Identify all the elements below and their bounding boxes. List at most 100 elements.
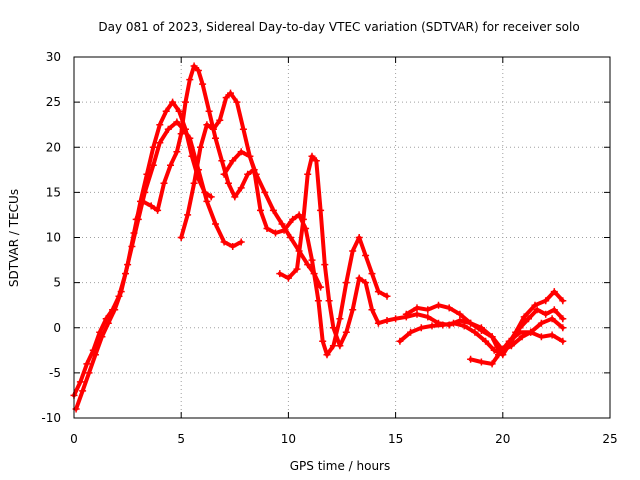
data-point-marker xyxy=(374,288,382,296)
data-point-marker xyxy=(239,125,247,133)
data-point-marker xyxy=(383,292,391,300)
data-point-marker xyxy=(537,333,545,341)
data-point-marker xyxy=(559,297,567,305)
data-point-marker xyxy=(229,157,237,165)
data-point-marker xyxy=(194,67,202,74)
data-point-marker xyxy=(482,337,490,345)
data-point-marker xyxy=(374,319,382,327)
data-point-marker xyxy=(537,319,545,327)
data-point-marker xyxy=(299,215,307,223)
data-point-marker xyxy=(467,319,475,327)
axis-ticks xyxy=(73,56,611,419)
data-point-marker xyxy=(220,170,228,178)
data-point-marker xyxy=(355,234,363,241)
series-arc-9 xyxy=(467,328,567,368)
series-line xyxy=(72,120,244,398)
data-point-marker xyxy=(323,351,331,359)
data-point-marker xyxy=(319,337,327,345)
data-point-marker xyxy=(212,220,219,228)
data-point-marker xyxy=(550,288,558,296)
data-point-marker xyxy=(550,306,558,314)
data-point-marker xyxy=(173,148,181,156)
data-point-marker xyxy=(471,328,479,336)
y-tick-labels: -10 -5 0 5 10 15 20 25 30 xyxy=(41,50,61,425)
series-arc-4 xyxy=(177,89,325,291)
data-point-marker xyxy=(79,387,87,395)
data-point-marker xyxy=(143,170,151,178)
y-tick-label: 0 xyxy=(53,321,61,335)
x-tick-label: 5 xyxy=(177,432,185,446)
data-point-marker xyxy=(269,206,277,214)
data-point-marker xyxy=(124,261,132,269)
data-point-marker xyxy=(531,301,539,309)
data-point-marker xyxy=(246,152,254,160)
x-tick-label: 15 xyxy=(388,432,403,446)
data-point-marker xyxy=(428,322,436,330)
x-tick-label: 20 xyxy=(495,432,510,446)
data-point-marker xyxy=(548,331,556,339)
data-point-marker xyxy=(85,369,93,377)
data-point-marker xyxy=(527,328,535,336)
data-point-marker xyxy=(435,301,442,309)
data-point-marker xyxy=(413,310,421,318)
data-point-marker xyxy=(173,118,181,126)
data-point-marker xyxy=(304,261,312,269)
data-point-marker xyxy=(177,234,185,241)
data-point-marker xyxy=(304,170,312,178)
data-point-marker xyxy=(162,107,170,115)
data-point-marker xyxy=(190,179,198,187)
data-point-marker xyxy=(167,161,174,169)
data-point-marker xyxy=(199,80,207,88)
data-point-marker xyxy=(336,315,344,323)
series-line xyxy=(468,330,565,366)
y-tick-label: 15 xyxy=(46,185,61,199)
data-point-marker xyxy=(445,304,453,312)
data-point-marker xyxy=(164,125,172,133)
data-point-marker xyxy=(156,139,164,147)
data-point-marker xyxy=(91,351,99,359)
data-point-marker xyxy=(308,152,316,160)
data-point-marker xyxy=(349,306,357,314)
x-axis-label: GPS time / hours xyxy=(290,459,391,473)
series-line xyxy=(404,303,565,353)
data-point-marker xyxy=(216,116,224,124)
data-point-marker xyxy=(329,324,337,332)
data-point-marker xyxy=(186,76,194,84)
data-point-marker xyxy=(209,125,217,133)
data-point-marker xyxy=(132,215,140,223)
data-point-marker xyxy=(190,62,198,70)
data-point-marker xyxy=(533,306,541,314)
y-tick-label: 5 xyxy=(53,276,61,290)
data-point-marker xyxy=(308,256,316,264)
data-point-marker xyxy=(182,98,189,106)
data-point-marker xyxy=(439,321,447,329)
series-arc-5 xyxy=(220,148,391,359)
y-axis-label: SDTVAR / TECUs xyxy=(7,189,21,287)
x-tick-label: 10 xyxy=(281,432,296,446)
data-point-marker xyxy=(505,337,513,345)
data-point-marker xyxy=(177,130,185,138)
data-point-marker xyxy=(507,342,515,350)
data-point-marker xyxy=(490,346,498,354)
data-point-marker xyxy=(368,270,376,278)
data-point-marker xyxy=(188,152,196,160)
data-point-marker xyxy=(284,274,292,282)
data-point-marker xyxy=(321,261,329,269)
data-point-marker xyxy=(342,328,350,336)
data-point-marker xyxy=(222,94,230,102)
data-point-marker xyxy=(111,306,119,314)
data-point-marker xyxy=(257,206,264,214)
data-point-marker xyxy=(488,333,496,341)
data-point-marker xyxy=(287,234,294,241)
data-point-marker xyxy=(417,324,425,332)
y-tick-label: 10 xyxy=(46,231,61,245)
data-series xyxy=(70,62,567,413)
data-point-marker xyxy=(197,143,204,151)
data-point-marker xyxy=(407,328,415,336)
data-point-marker xyxy=(149,143,157,151)
data-point-marker xyxy=(220,238,228,246)
data-point-marker xyxy=(336,342,344,350)
data-point-marker xyxy=(559,324,567,332)
data-point-marker xyxy=(203,197,211,205)
data-point-marker xyxy=(342,279,350,287)
